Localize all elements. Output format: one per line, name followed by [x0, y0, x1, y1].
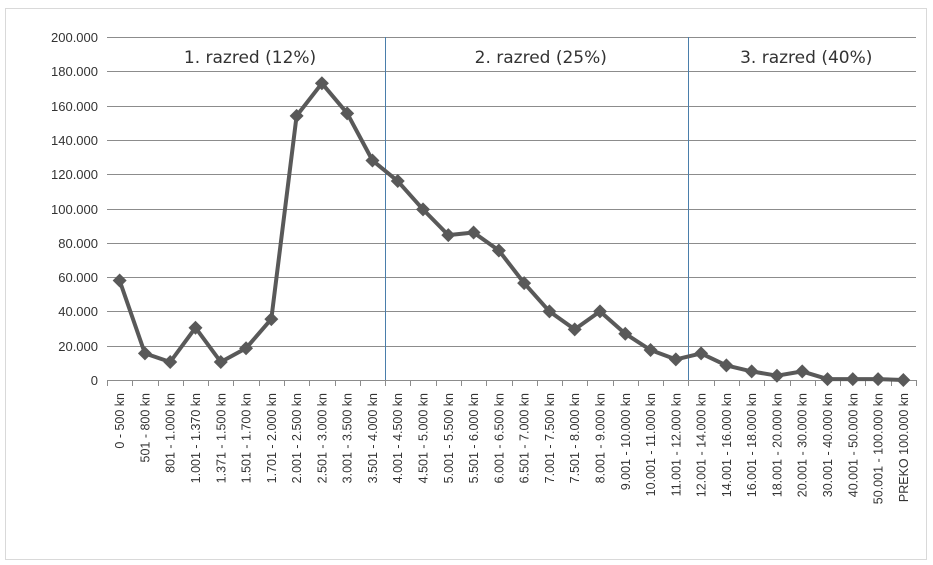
- data-point-marker: [441, 228, 456, 243]
- data-point-marker: [694, 346, 709, 361]
- data-point-marker: [340, 106, 355, 121]
- y-tick-label: 160.000: [51, 99, 98, 114]
- data-point-marker: [795, 364, 810, 379]
- data-point-marker: [618, 326, 633, 341]
- x-tick-label: 3.001 - 3.500 kn: [341, 393, 355, 483]
- band-labels: 1. razred (12%) 2. razred (25%) 3. razred …: [184, 48, 872, 68]
- x-tick-label: 3.501 - 4.000 kn: [366, 393, 380, 483]
- data-point-marker: [896, 373, 911, 387]
- data-point-marker: [542, 304, 557, 319]
- x-tick-label: 8.001 - 9.000 kn: [593, 393, 607, 483]
- x-tick-label: 4.501 - 5.000 kn: [417, 393, 431, 483]
- series-line: [117, 81, 906, 382]
- x-tick-label: 9.001 - 10.000 kn: [619, 393, 633, 490]
- x-tick-labels: 0 - 500 kn 501 - 800 kn 801 - 1.000 kn 1.00…: [113, 393, 911, 504]
- x-tick-label: 7.001 - 7.500 kn: [543, 393, 557, 483]
- x-tick-label: 6.501 - 7.000 kn: [518, 393, 532, 483]
- x-tick-label: 1.001 - 1.370 kn: [189, 393, 203, 483]
- band-label: 1. razred (12%): [184, 48, 316, 68]
- data-point-marker: [668, 352, 683, 367]
- series-markers: [112, 76, 911, 387]
- x-tick-label: 30.001 - 40.000 kn: [821, 393, 835, 497]
- band-dividers: [385, 37, 689, 380]
- data-point-marker: [517, 276, 532, 291]
- data-point-marker: [264, 312, 279, 327]
- y-tick-label: 60.000: [58, 270, 98, 285]
- axes: [107, 380, 917, 386]
- data-point-marker: [769, 368, 784, 383]
- data-point-marker: [744, 364, 759, 379]
- data-point-marker: [491, 243, 506, 258]
- x-tick-label: 20.001 - 30.000 kn: [796, 393, 810, 497]
- data-point-marker: [643, 342, 658, 357]
- x-tick-label: 6.001 - 6.500 kn: [492, 393, 506, 483]
- x-tick-label: 5.001 - 5.500 kn: [442, 393, 456, 483]
- x-tick-label: 0 - 500 kn: [113, 393, 127, 449]
- x-tick-label: 12.001 - 14.000 kn: [695, 393, 709, 497]
- data-point-marker: [239, 341, 254, 356]
- y-tick-label: 180.000: [51, 64, 98, 79]
- x-tick-label: 2.501 - 3.000 kn: [315, 393, 329, 483]
- y-tick-label: 200.000: [51, 30, 98, 45]
- data-point-marker: [365, 153, 380, 168]
- x-tick-label: 2.001 - 2.500 kn: [290, 393, 304, 483]
- y-tick-labels: 0 20.000 40.000 60.000 80.000 100.000 120.000 1…: [51, 30, 98, 388]
- x-tick-label: 50.001 - 100.000 kn: [872, 393, 886, 504]
- series-line: [117, 81, 906, 382]
- y-tick-label: 120.000: [51, 167, 98, 182]
- data-point-marker: [137, 346, 152, 361]
- data-point-marker: [820, 372, 835, 387]
- x-tick-label: 16.001 - 18.000 kn: [745, 393, 759, 497]
- x-tick-label: 1.701 - 2.000 kn: [265, 393, 279, 483]
- x-tick-label: 18.001 - 20.000 kn: [770, 393, 784, 497]
- data-point-marker: [163, 354, 178, 369]
- x-tick-label: 40.001 - 50.000 kn: [846, 393, 860, 497]
- x-tick-label: 1.501 - 1.700 kn: [240, 393, 254, 483]
- x-tick-label: 1.371 - 1.500 kn: [214, 393, 228, 483]
- x-tick-label: 11.001 - 12.000 kn: [669, 393, 683, 496]
- x-tick-label: 7.501 - 8.000 kn: [568, 393, 582, 483]
- y-tick-label: 0: [91, 373, 98, 388]
- x-tick-label: 5.501 - 6.000 kn: [467, 393, 481, 483]
- x-tick-label: PREKO 100.000 kn: [897, 393, 911, 502]
- data-point-marker: [592, 304, 607, 319]
- data-point-marker: [314, 76, 329, 91]
- data-point-marker: [416, 202, 431, 217]
- y-tick-label: 20.000: [58, 339, 98, 354]
- band-label: 2. razred (25%): [475, 48, 607, 68]
- data-point-marker: [112, 273, 127, 288]
- data-point-marker: [719, 358, 734, 373]
- x-tick-label: 14.001 - 16.000 kn: [720, 393, 734, 497]
- data-point-marker: [289, 108, 304, 123]
- x-tick-label: 501 - 800 kn: [138, 393, 152, 463]
- data-point-marker: [213, 354, 228, 369]
- data-point-marker: [871, 372, 886, 387]
- x-tick-label: 801 - 1.000 kn: [164, 393, 178, 473]
- y-tick-label: 40.000: [58, 304, 98, 319]
- y-tick-label: 80.000: [58, 236, 98, 251]
- y-tick-label: 100.000: [51, 202, 98, 217]
- data-point-marker: [188, 320, 203, 335]
- gridlines: [107, 37, 916, 347]
- chart-frame: [5, 8, 927, 560]
- y-tick-label: 140.000: [51, 133, 98, 148]
- data-point-marker: [466, 225, 481, 240]
- band-label: 3. razred (40%): [740, 48, 872, 68]
- x-tick-label: 4.001 - 4.500 kn: [391, 393, 405, 483]
- data-point-marker: [390, 174, 405, 189]
- data-point-marker: [567, 322, 582, 337]
- x-tick-label: 10.001 - 11.000 kn: [644, 393, 658, 496]
- data-point-marker: [845, 372, 860, 387]
